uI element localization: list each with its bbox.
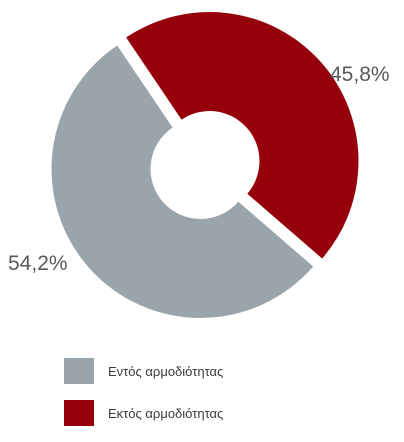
donut-slice-out-of-scope [126, 12, 359, 259]
legend-item-in-scope: Εντός αρμοδιότητας [64, 358, 223, 384]
legend-label-in-scope: Εντός αρμοδιότητας [108, 363, 224, 379]
slice-group [51, 12, 359, 318]
slice-label-in-scope: 54,2% [8, 252, 68, 275]
legend-item-out-of-scope: Εκτός αρμοδιότητας [64, 400, 223, 426]
slice-label-out-of-scope: 45,8% [330, 63, 390, 86]
legend-swatch-in-scope [64, 358, 94, 384]
donut-chart: 54,2% 45,8% [8, 12, 390, 318]
legend-label-out-of-scope: Εκτός αρμοδιότητας [108, 405, 224, 421]
donut-slice-in-scope [51, 45, 314, 318]
legend-swatch-out-of-scope [64, 400, 94, 426]
chart-legend: Εντός αρμοδιότητας Εκτός αρμοδιότητας [64, 358, 223, 442]
